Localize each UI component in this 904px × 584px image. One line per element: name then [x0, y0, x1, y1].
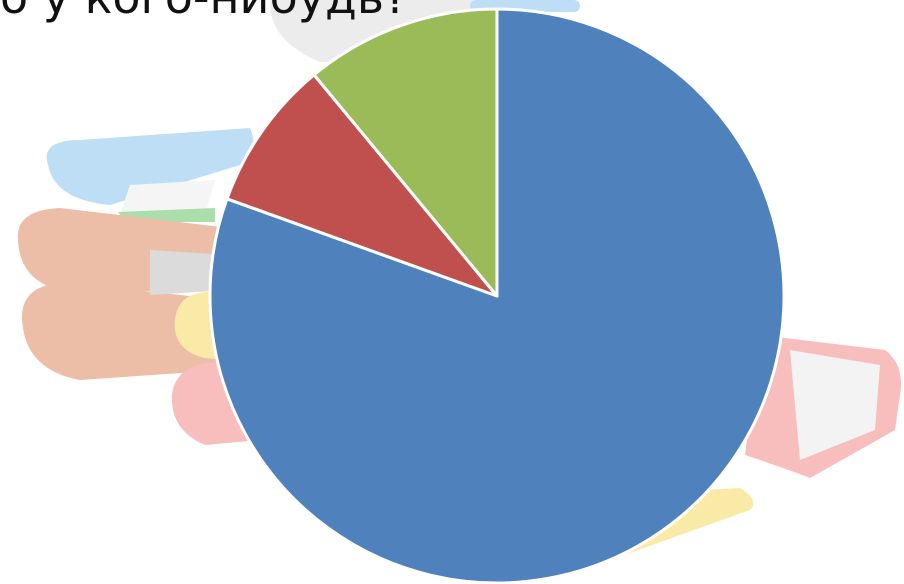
- book-left-spine: [150, 250, 228, 295]
- book-left-orange-2: [21, 282, 226, 380]
- pie-slice-2: [225, 73, 499, 298]
- pie-slices: [208, 7, 786, 584]
- book-right-pages: [790, 350, 880, 460]
- book-left-pages: [120, 180, 215, 215]
- book-left-blue: [46, 128, 254, 205]
- pie-slice-3: [312, 7, 499, 298]
- slide-title: о у кого-нибудь?: [0, 0, 904, 24]
